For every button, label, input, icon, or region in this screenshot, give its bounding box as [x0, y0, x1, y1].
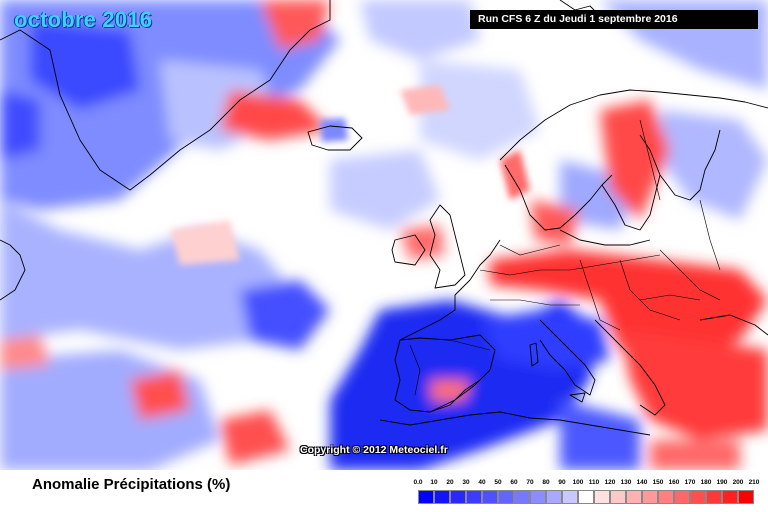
scale-label: 200 [732, 479, 744, 486]
scale-label: 150 [652, 479, 664, 486]
scale-swatch [610, 490, 626, 504]
labrador-coast [0, 239, 26, 301]
borders [409, 119, 721, 396]
sweden-coast [601, 134, 661, 231]
scale-label: 180 [700, 479, 712, 486]
iceland-coast [307, 125, 363, 151]
scale-swatch [626, 490, 642, 504]
scale-label: 100 [572, 479, 584, 486]
italy-coast [539, 319, 596, 396]
scale-swatch [690, 490, 706, 504]
scale-label: 70 [526, 479, 534, 486]
balkans-coast [594, 319, 666, 416]
great-britain-coast [429, 204, 466, 289]
scale-swatch [642, 490, 658, 504]
scale-swatch [466, 490, 482, 504]
scale-label: 210 [748, 479, 760, 486]
model-run-info: Run CFS 6 Z du Jeudi 1 septembre 2016 [470, 10, 758, 29]
coastlines [0, 0, 768, 436]
scale-label: 160 [668, 479, 680, 486]
scale-swatch [434, 490, 450, 504]
corsica-sardinia [529, 342, 539, 367]
month-title: octobre 2016 [14, 7, 153, 32]
scale-swatch [658, 490, 674, 504]
scale-label: 170 [684, 479, 696, 486]
scale-swatch [418, 490, 434, 504]
scale-swatch [674, 490, 690, 504]
scale-swatch [498, 490, 514, 504]
sicily [569, 392, 586, 403]
scale-label: 90 [558, 479, 566, 486]
scale-swatch [594, 490, 610, 504]
scale-label: 0.0 [413, 479, 423, 486]
scale-label: 130 [620, 479, 632, 486]
scale-label: 120 [604, 479, 616, 486]
scale-labels: 0.0 10 20 30 40 50 60 70 80 90 100 110 120 130 140 150 1… [413, 479, 759, 489]
precipitation-anomaly-map: octobre 2016 Run CFS 6 Z du Jeudi 1 sept… [0, 0, 768, 470]
scale-swatch [514, 490, 530, 504]
greenland-coast [0, 0, 331, 191]
baltic-coast [559, 229, 651, 246]
scale-label: 60 [510, 479, 518, 486]
scale-swatches [418, 490, 754, 504]
scale-swatch [482, 490, 498, 504]
scale-label: 110 [588, 479, 600, 486]
color-scale: 0.0 10 20 30 40 50 60 70 80 90 100 110 120 130 140 150 1… [413, 479, 759, 509]
scale-swatch [706, 490, 722, 504]
scale-swatch [546, 490, 562, 504]
scale-swatch [738, 490, 754, 504]
scale-swatch [578, 490, 594, 504]
legend-title: Anomalie Précipitations (%) [32, 476, 231, 493]
scale-label: 40 [478, 479, 486, 486]
scale-label: 10 [430, 479, 438, 486]
scale-swatch [450, 490, 466, 504]
scale-label: 50 [494, 479, 502, 486]
legend-bar: Anomalie Précipitations (%) 0.0 10 20 30 40 5… [0, 470, 768, 512]
iberia-coast [399, 334, 496, 413]
ireland-coast [391, 234, 426, 266]
scale-label: 30 [462, 479, 470, 486]
north-africa-coast [379, 411, 651, 436]
scale-swatch [562, 490, 578, 504]
scale-label: 140 [636, 479, 648, 486]
scale-label: 80 [542, 479, 550, 486]
scale-label: 20 [446, 479, 454, 486]
anomaly-field-detail [170, 85, 530, 265]
scale-label: 190 [716, 479, 728, 486]
scandinavia-coast [499, 89, 768, 161]
norway-west-coast [504, 164, 613, 231]
scale-swatch [722, 490, 738, 504]
black-sea-coast [699, 314, 768, 336]
finland-coast [659, 129, 721, 201]
copyright-text: Copyright © 2012 Meteociel.fr [300, 444, 448, 456]
scale-swatch [530, 490, 546, 504]
